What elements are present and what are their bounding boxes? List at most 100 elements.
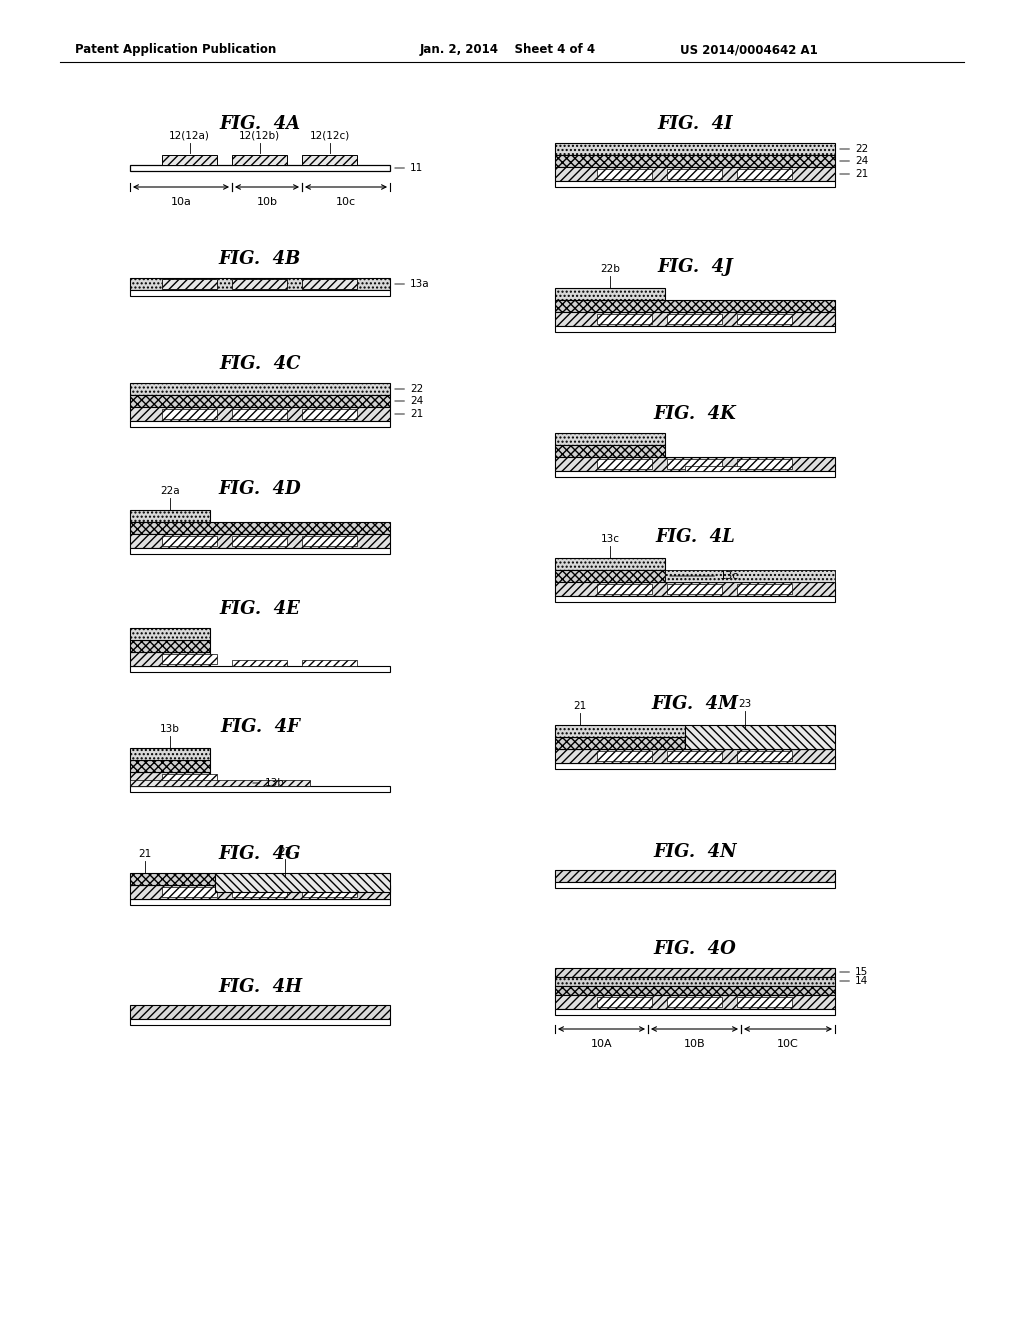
- Text: 12(12a): 12(12a): [169, 131, 210, 141]
- Bar: [555, 968, 835, 977]
- Bar: [667, 751, 722, 762]
- Bar: [555, 154, 835, 168]
- Bar: [130, 279, 390, 290]
- Bar: [555, 882, 835, 888]
- Text: 13c: 13c: [670, 572, 739, 581]
- Bar: [302, 409, 357, 418]
- Bar: [555, 763, 835, 770]
- Text: 22: 22: [840, 144, 868, 154]
- Bar: [597, 583, 652, 594]
- Text: Jan. 2, 2014    Sheet 4 of 4: Jan. 2, 2014 Sheet 4 of 4: [420, 44, 596, 57]
- Bar: [130, 785, 390, 792]
- Text: 24: 24: [395, 396, 423, 407]
- Text: 12(12c): 12(12c): [309, 131, 349, 141]
- Bar: [130, 1005, 390, 1019]
- Bar: [162, 653, 217, 664]
- Text: 14: 14: [840, 975, 868, 986]
- Text: 13b: 13b: [253, 777, 285, 788]
- Text: FIG.  4D: FIG. 4D: [219, 480, 301, 498]
- Text: 24: 24: [840, 156, 868, 166]
- Text: FIG.  4A: FIG. 4A: [219, 115, 301, 133]
- Bar: [737, 314, 792, 323]
- Bar: [130, 667, 390, 672]
- Text: FIG.  4F: FIG. 4F: [220, 718, 300, 737]
- Bar: [667, 314, 722, 323]
- Bar: [555, 471, 835, 477]
- Bar: [555, 143, 835, 154]
- Bar: [162, 279, 217, 289]
- Bar: [130, 407, 390, 421]
- Text: 23: 23: [279, 847, 292, 857]
- Text: FIG.  4B: FIG. 4B: [219, 249, 301, 268]
- Bar: [232, 660, 287, 667]
- Text: 23: 23: [738, 700, 752, 709]
- Bar: [667, 997, 722, 1007]
- Bar: [130, 290, 390, 296]
- Bar: [555, 748, 835, 763]
- Bar: [555, 582, 835, 597]
- Bar: [130, 510, 210, 521]
- Bar: [302, 660, 357, 667]
- Text: FIG.  4E: FIG. 4E: [219, 601, 300, 618]
- Bar: [555, 870, 835, 882]
- Text: 21: 21: [573, 701, 587, 711]
- Bar: [555, 312, 835, 326]
- Bar: [130, 383, 390, 395]
- Text: 10C: 10C: [777, 1039, 799, 1049]
- Bar: [130, 640, 210, 652]
- Text: 21: 21: [840, 169, 868, 180]
- Bar: [555, 725, 685, 737]
- Bar: [232, 154, 287, 165]
- Bar: [130, 873, 215, 884]
- Text: 10c: 10c: [336, 197, 356, 207]
- Bar: [130, 748, 210, 760]
- Text: FIG.  4J: FIG. 4J: [657, 257, 733, 276]
- Bar: [555, 570, 665, 582]
- Bar: [130, 884, 390, 899]
- Bar: [130, 421, 390, 426]
- Text: FIG.  4N: FIG. 4N: [653, 843, 737, 861]
- Text: 10a: 10a: [171, 197, 191, 207]
- Text: 11: 11: [395, 162, 423, 173]
- Text: FIG.  4I: FIG. 4I: [657, 115, 733, 133]
- Text: FIG.  4C: FIG. 4C: [219, 355, 301, 374]
- Bar: [597, 459, 652, 469]
- Bar: [232, 887, 287, 898]
- Text: 22a: 22a: [160, 486, 180, 496]
- Bar: [667, 169, 722, 180]
- Text: 21: 21: [395, 409, 423, 418]
- Text: 10B: 10B: [684, 1039, 706, 1049]
- Text: 21: 21: [138, 849, 152, 859]
- Bar: [665, 570, 835, 582]
- Bar: [555, 445, 665, 457]
- Bar: [232, 409, 287, 418]
- Bar: [130, 395, 390, 407]
- Text: US 2014/0004642 A1: US 2014/0004642 A1: [680, 44, 818, 57]
- Bar: [555, 995, 835, 1008]
- Bar: [130, 760, 210, 772]
- Bar: [555, 1008, 835, 1015]
- Bar: [130, 628, 210, 640]
- Bar: [162, 154, 217, 165]
- Text: FIG.  4L: FIG. 4L: [655, 528, 735, 546]
- Text: 22b: 22b: [600, 264, 620, 275]
- Text: 13c: 13c: [600, 535, 620, 544]
- Bar: [737, 459, 792, 469]
- Bar: [232, 536, 287, 546]
- Bar: [555, 986, 835, 995]
- Text: 15: 15: [840, 968, 868, 977]
- Text: FIG.  4H: FIG. 4H: [218, 978, 302, 997]
- Text: Patent Application Publication: Patent Application Publication: [75, 44, 276, 57]
- Bar: [130, 780, 310, 785]
- Bar: [130, 899, 390, 906]
- Bar: [555, 433, 665, 445]
- Bar: [597, 169, 652, 180]
- Bar: [130, 165, 390, 172]
- Bar: [130, 548, 390, 554]
- Text: 10A: 10A: [591, 1039, 612, 1049]
- Bar: [232, 279, 287, 289]
- Bar: [130, 652, 210, 667]
- Bar: [597, 751, 652, 762]
- Text: FIG.  4M: FIG. 4M: [651, 696, 738, 713]
- Text: 13b: 13b: [160, 723, 180, 734]
